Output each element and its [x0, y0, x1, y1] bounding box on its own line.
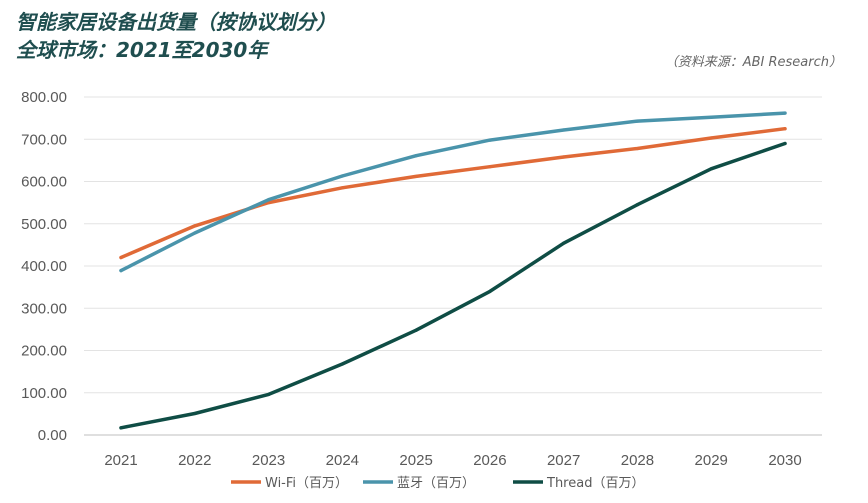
- x-tick-label: 2023: [252, 452, 285, 469]
- data-point: [193, 224, 197, 228]
- chart-title-block: 智能家居设备出货量（按协议划分） 全球市场：2021至2030年: [16, 8, 336, 64]
- y-axis-tick-labels: 0.00 100.00 200.00 300.00 400.00 500.00 600.00…: [21, 89, 67, 444]
- x-tick-label: 2025: [399, 452, 432, 469]
- series-line-1: [119, 126, 787, 260]
- data-point: [119, 426, 123, 430]
- y-tick-label: 600.00: [21, 174, 67, 191]
- legend: Wi-Fi（百万） 蓝牙（百万） Thread（百万）: [231, 476, 644, 491]
- data-point: [414, 174, 418, 179]
- data-point: [340, 174, 344, 178]
- data-point: [488, 165, 492, 169]
- data-point: [119, 255, 123, 260]
- data-point: [635, 203, 640, 207]
- legend-label-3: Thread（百万）: [546, 476, 644, 491]
- data-point: [635, 146, 640, 151]
- series-lines: [119, 111, 787, 430]
- y-tick-label: 700.00: [21, 131, 67, 148]
- data-point: [562, 155, 566, 159]
- y-tick-label: 500.00: [21, 216, 67, 233]
- data-point: [488, 138, 492, 142]
- x-axis-tick-labels: 2021 2022 2023 2024 2025 2026 2027 2028 2029 2030: [104, 452, 801, 469]
- x-tick-label: 2022: [178, 452, 211, 469]
- data-point: [193, 411, 197, 416]
- data-point: [414, 154, 418, 158]
- data-point: [709, 167, 713, 171]
- legend-label-2: 蓝牙（百万）: [397, 476, 475, 491]
- y-tick-label: 300.00: [21, 300, 67, 317]
- x-tick-label: 2021: [104, 452, 137, 469]
- data-point: [635, 119, 640, 123]
- data-point: [709, 115, 713, 119]
- data-point: [562, 241, 566, 245]
- x-tick-label: 2028: [621, 452, 654, 469]
- y-tick-label: 0.00: [38, 427, 67, 444]
- source-note: （资料来源：ABI Research）: [664, 55, 842, 70]
- y-tick-label: 800.00: [21, 89, 67, 106]
- data-point: [119, 269, 123, 273]
- data-point: [340, 186, 344, 190]
- chart-subtitle: 全球市场：2021至2030年: [16, 38, 268, 62]
- chart-title: 智能家居设备出货量（按协议划分）: [16, 10, 336, 34]
- data-point: [193, 231, 197, 235]
- legend-label-1: Wi-Fi（百万）: [265, 476, 348, 491]
- x-tick-label: 2029: [695, 452, 728, 469]
- y-tick-label: 400.00: [21, 258, 67, 275]
- series-line-2: [119, 111, 787, 273]
- data-point: [783, 111, 787, 115]
- data-point: [414, 328, 418, 332]
- x-tick-label: 2027: [547, 452, 580, 469]
- data-point: [340, 362, 344, 366]
- data-point: [488, 289, 492, 293]
- data-point: [266, 392, 271, 397]
- x-tick-label: 2026: [473, 452, 506, 469]
- data-point: [562, 128, 566, 132]
- x-tick-label: 2024: [326, 452, 359, 469]
- y-tick-label: 200.00: [21, 343, 67, 360]
- data-point: [266, 198, 271, 202]
- data-point: [783, 141, 787, 146]
- data-point: [709, 136, 713, 140]
- data-point: [783, 127, 787, 131]
- y-tick-label: 100.00: [21, 385, 67, 402]
- series-line-3: [119, 141, 787, 430]
- x-tick-label: 2030: [768, 452, 801, 469]
